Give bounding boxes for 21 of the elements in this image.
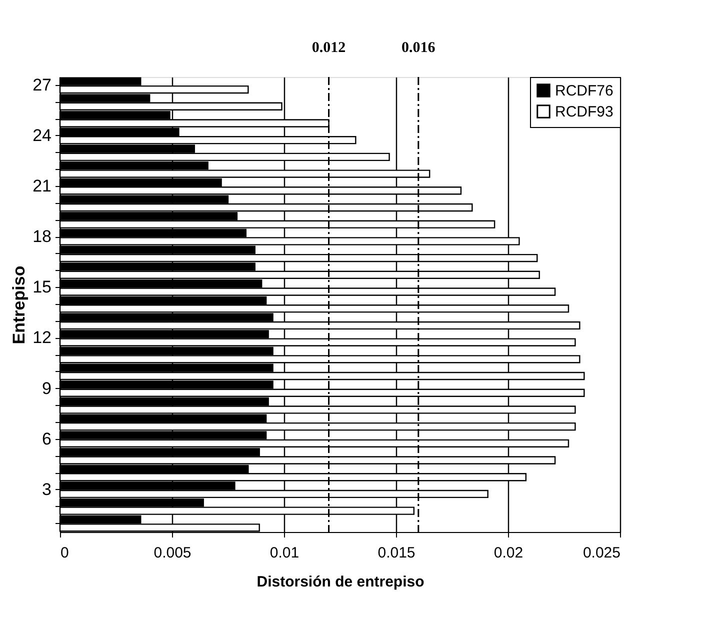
y-tick-label: 18 (32, 227, 52, 246)
y-tick-label: 15 (32, 278, 52, 297)
x-tick-label: 0.015 (378, 544, 416, 562)
y-tick-label: 3 (42, 480, 52, 499)
y-tick-label: 6 (42, 429, 52, 448)
x-tick-label: 0.02 (494, 544, 524, 562)
legend-label: RCDF76 (555, 82, 614, 100)
x-axis-title: Distorsión de entrepiso (256, 574, 424, 590)
y-tick-label: 12 (32, 328, 52, 348)
ref-line-label: 0.012 (312, 40, 346, 56)
x-tick-label: 0.025 (582, 544, 620, 562)
legend-label: RCDF93 (555, 104, 614, 120)
x-tick-label: 0.01 (270, 544, 300, 562)
y-tick-label: 24 (32, 126, 52, 145)
x-tick-label: 0 (60, 544, 69, 562)
x-tick-label: 0.005 (154, 544, 192, 562)
ref-line-label: 0.016 (402, 40, 436, 56)
y-tick-label: 9 (42, 378, 52, 398)
y-tick-label: 27 (32, 75, 52, 94)
y-tick-label: 21 (32, 176, 52, 196)
y-axis-title: Entrepiso (10, 266, 29, 344)
